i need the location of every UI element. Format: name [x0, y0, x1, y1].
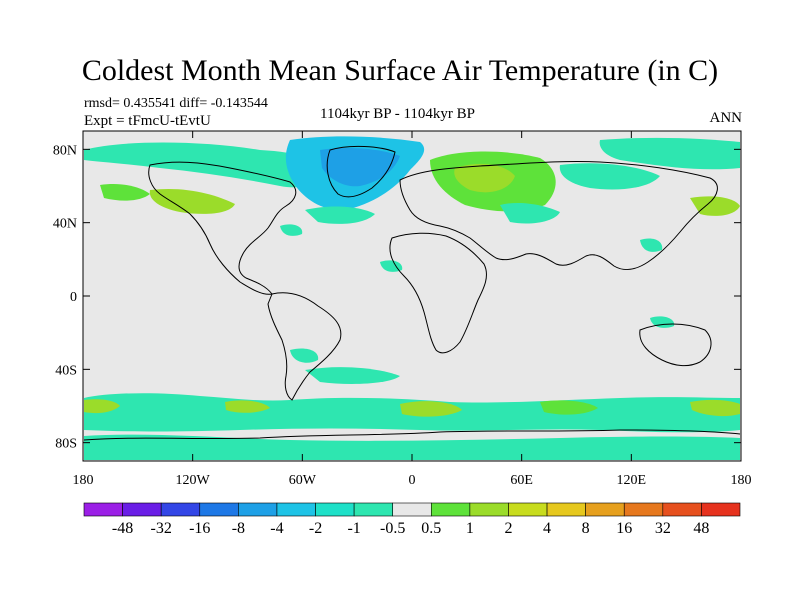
colorbar-swatch — [546, 502, 586, 517]
coast-australia — [639, 323, 712, 367]
colorbar-swatch — [392, 502, 432, 517]
anomaly-patch-so-pacific — [225, 400, 270, 413]
colorbar-swatch — [160, 502, 201, 517]
anomaly-patch-south-atlantic — [305, 367, 400, 384]
colorbar-label: 48 — [693, 520, 709, 537]
colorbar-swatch — [585, 502, 625, 517]
colorbar-label: -2 — [309, 520, 322, 537]
lon-tick-label: 0 — [409, 473, 416, 488]
colorbar-label: 8 — [582, 520, 590, 537]
lon-tick-label: 180 — [731, 473, 752, 488]
colorbar-swatch — [199, 502, 239, 517]
anomaly-patch-east-siberia — [559, 163, 660, 190]
anomaly-patch-atlantic-small — [280, 224, 303, 236]
colorbar-swatch — [623, 502, 664, 517]
coast-south-america — [267, 292, 342, 401]
anomaly-patch-south-pacific — [290, 348, 319, 363]
latitude-ticks: 80N 40N 0 40S 80S — [53, 143, 741, 452]
colorbar-swatch — [83, 502, 123, 517]
anomaly-patch-central-asia — [500, 202, 560, 224]
lat-tick-label: 0 — [70, 290, 77, 305]
colorbar-swatch — [353, 502, 394, 517]
lon-tick-label: 180 — [73, 473, 94, 488]
anomaly-band-antarctic — [84, 434, 740, 460]
coast-eurasia — [399, 160, 718, 270]
anomaly-patch-bering — [100, 184, 150, 201]
colorbar-label: 4 — [543, 520, 551, 537]
season-label: ANN — [709, 110, 743, 126]
anomaly-patch-so-atlantic — [400, 401, 462, 417]
lon-tick-label: 60W — [289, 473, 317, 488]
coast-north-america — [148, 161, 297, 295]
anomaly-patch-north-pacific — [149, 188, 235, 214]
anomaly-patch-arctic-east — [599, 137, 740, 170]
colorbar-label: 1 — [466, 520, 474, 537]
lon-tick-label: 120W — [176, 473, 211, 488]
colorbar-swatch — [701, 502, 741, 517]
period-subtitle: 1104kyr BP - 1104kyr BP — [320, 106, 476, 122]
anomaly-patch-siberia — [454, 163, 515, 193]
coast-africa — [389, 232, 487, 354]
colorbar-label: -16 — [189, 520, 210, 537]
lat-tick-label: 40N — [53, 217, 77, 232]
coastlines — [83, 145, 741, 441]
colorbar-label: -32 — [151, 520, 172, 537]
anomaly-patch-west-pacific — [690, 196, 740, 216]
colorbar-swatch — [122, 502, 162, 517]
anomaly-patch-so-east — [690, 399, 740, 417]
colorbar-label: 2 — [504, 520, 512, 537]
anomaly-patch-north-atlantic — [305, 206, 375, 224]
lat-tick-label: 80S — [55, 437, 77, 452]
colorbar-swatch — [430, 502, 471, 517]
chart-title: Coldest Month Mean Surface Air Temperatu… — [81, 54, 719, 87]
coast-antarctica — [83, 429, 741, 441]
lon-tick-label: 60E — [510, 473, 533, 488]
colorbar-swatch — [469, 502, 509, 517]
colorbar-swatch — [662, 502, 702, 517]
colorbar-label: -48 — [112, 520, 133, 537]
anomaly-patch-china — [640, 238, 663, 252]
coast-greenland — [326, 145, 396, 198]
anomaly-patch-so-west — [84, 399, 120, 414]
longitude-ticks: 180 120W 60W 0 60E 120E 180 — [73, 131, 752, 488]
anomaly-patch-sahara — [380, 260, 403, 272]
lat-tick-label: 80N — [53, 143, 77, 158]
anomaly-patch-greenland-core — [320, 148, 400, 187]
anomaly-patch-so-indian — [540, 400, 598, 415]
experiment-text: Expt = tFmcU-tEvtU — [84, 113, 211, 129]
lon-tick-label: 120E — [617, 473, 647, 488]
colorbar-label: 32 — [655, 520, 671, 537]
colorbar-label: -4 — [270, 520, 283, 537]
colorbar-swatch — [276, 502, 316, 517]
colorbar-label: -8 — [232, 520, 245, 537]
colorbar-label: -1 — [347, 520, 360, 537]
colorbar-label: 16 — [616, 520, 632, 537]
colorbar-label: -0.5 — [380, 520, 405, 537]
colorbar-swatch — [508, 502, 548, 517]
colorbar-label: 0.5 — [421, 520, 441, 537]
lat-tick-label: 40S — [55, 363, 77, 378]
colorbar-swatch — [238, 502, 278, 517]
stats-text: rmsd= 0.435541 diff= -0.143544 — [84, 96, 268, 111]
colorbar-swatch — [315, 502, 355, 517]
colorbar: -48 -32 -16 -8 -4 -2 -1 -0.5 0.5 1 2 4 8 16 32 48 — [83, 502, 741, 537]
